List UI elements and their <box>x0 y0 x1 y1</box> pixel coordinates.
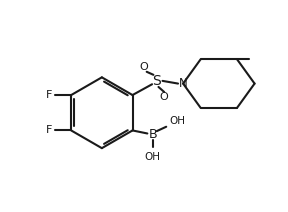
Text: B: B <box>148 128 157 141</box>
Text: F: F <box>46 90 52 100</box>
Text: F: F <box>46 126 52 135</box>
Text: O: O <box>160 92 168 102</box>
Text: OH: OH <box>145 152 161 162</box>
Text: N: N <box>179 77 187 90</box>
Text: S: S <box>152 74 161 88</box>
Text: O: O <box>140 62 148 72</box>
Text: OH: OH <box>170 116 185 126</box>
